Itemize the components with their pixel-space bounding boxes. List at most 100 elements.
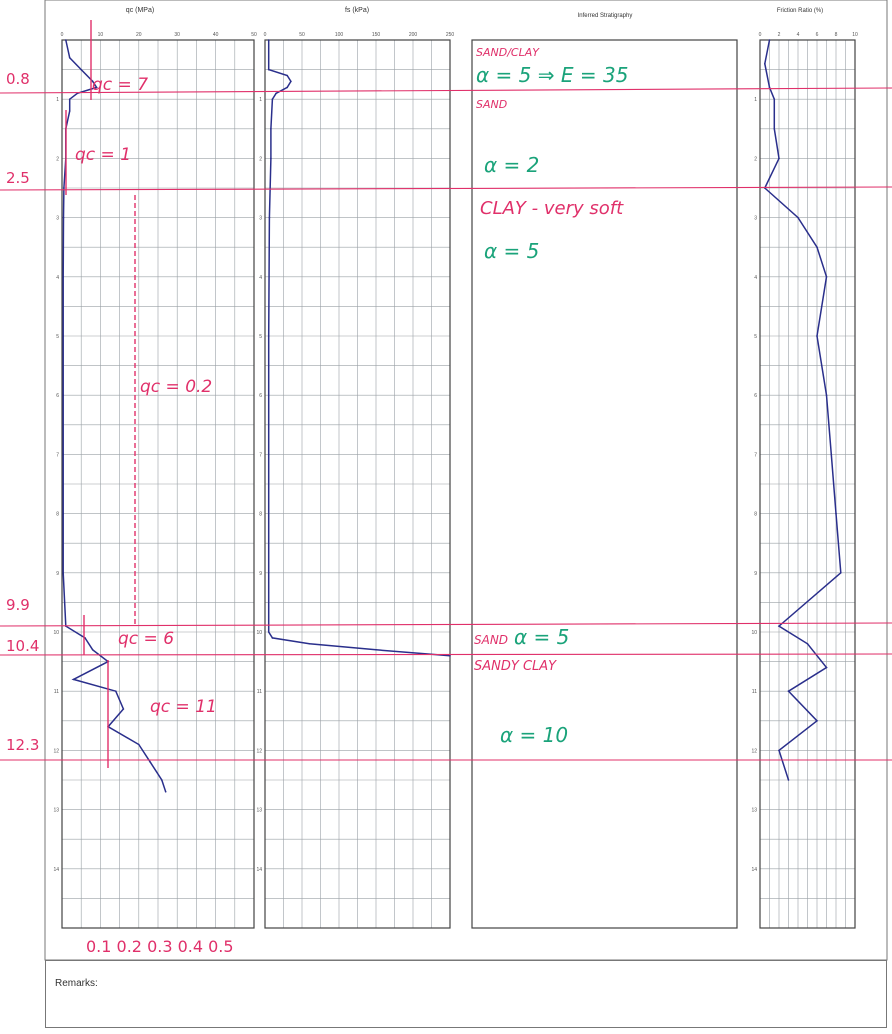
data-point — [65, 39, 67, 41]
x-tick-label: 0 — [759, 32, 762, 38]
data-point — [95, 86, 98, 89]
depth-tick-label: 11 — [752, 689, 757, 695]
strat-annotation: SAND/CLAY — [476, 46, 540, 59]
depth-tick-label: 11 — [257, 689, 262, 695]
x-tick-label: 10 — [98, 32, 104, 38]
data-point — [62, 394, 64, 397]
data-point — [122, 708, 125, 710]
data-point — [290, 80, 292, 83]
data-point — [787, 690, 790, 692]
data-point — [62, 572, 64, 574]
depth-tick-label: 4 — [754, 275, 757, 281]
layer-boundaries — [0, 87, 892, 761]
data-point — [68, 110, 71, 112]
data-point — [797, 216, 799, 219]
data-point — [267, 631, 270, 633]
x-tick-label: 150 — [372, 32, 381, 38]
chart-frame — [759, 39, 856, 929]
data-point — [286, 86, 289, 89]
data-point — [138, 743, 140, 746]
fs-panel-title: fs (kPa) — [345, 7, 369, 14]
depth-tick-label: 1 — [56, 97, 59, 103]
data-point — [62, 335, 64, 337]
depth-label: 10.4 — [6, 637, 39, 655]
depth-tick-label: 11 — [54, 689, 59, 695]
data-point — [768, 39, 771, 41]
data-point — [778, 157, 780, 160]
depth-tick-label: 12 — [53, 748, 59, 754]
data-point — [835, 512, 837, 515]
qc-annotation: qc = 6 — [118, 629, 174, 649]
x-tick-label: 100 — [335, 32, 344, 38]
depth-tick-label: 8 — [56, 512, 59, 518]
depth-tick-label: 5 — [56, 334, 59, 340]
series-line — [763, 39, 842, 781]
data-point — [773, 98, 776, 100]
qc-panel-title: qc (MPa) — [126, 7, 154, 14]
data-point — [773, 128, 776, 130]
depth-tick-label: 6 — [56, 393, 59, 399]
depth-label: 0.8 — [6, 70, 30, 88]
depth-tick-label: 13 — [53, 808, 59, 814]
data-point — [164, 791, 167, 793]
depth-tick-label: 14 — [751, 867, 757, 873]
x-tick-label: 200 — [409, 32, 418, 38]
boundary-line — [0, 653, 892, 656]
depth-label: 9.9 — [6, 596, 30, 614]
data-point — [62, 216, 65, 219]
depth-tick-label: 10 — [53, 630, 59, 636]
x-tick-label: 20 — [136, 32, 142, 38]
x-tick-label: 6 — [816, 32, 819, 38]
chart-frame — [61, 39, 255, 929]
depth-tick-label: 6 — [259, 393, 262, 399]
x-tick-label: 0 — [61, 32, 64, 38]
depth-tick-label: 9 — [56, 571, 59, 577]
data-point — [267, 453, 270, 456]
data-point — [62, 276, 64, 278]
strat-annotation: SAND — [474, 633, 508, 647]
data-point — [825, 666, 828, 669]
x-tick-label: 250 — [446, 32, 455, 38]
data-point — [115, 690, 117, 692]
strat-annotation: SAND — [476, 98, 507, 111]
data-point — [375, 649, 377, 651]
x-tick-label: 10 — [852, 32, 858, 38]
depth-tick-label: 12 — [751, 748, 757, 754]
strat-annotation: α = 10 — [500, 723, 568, 747]
data-point — [271, 98, 274, 100]
data-point — [778, 749, 780, 752]
depth-tick-label: 7 — [754, 452, 757, 458]
data-point — [825, 394, 828, 397]
depth-tick-label: 4 — [56, 275, 59, 281]
data-point — [286, 74, 289, 77]
data-point — [62, 453, 64, 456]
depth-tick-label: 12 — [256, 748, 262, 754]
x-tick-label: 8 — [835, 32, 838, 38]
series-line — [267, 40, 451, 657]
depth-tick-label: 10 — [751, 630, 757, 636]
depth-tick-label: 9 — [259, 571, 262, 577]
depth-tick-label: 4 — [259, 275, 262, 281]
fr-panel-title: Friction Ratio (%) — [777, 8, 823, 14]
depth-tick-label: 2 — [56, 156, 59, 162]
data-point — [267, 39, 270, 41]
stratigraphy-annotations: SAND/CLAY α = 5 ⇒ E = 35 SAND α = 2 CLAY… — [474, 46, 628, 747]
data-point — [806, 643, 809, 645]
remarks-label: Remarks: — [55, 978, 98, 989]
depth-tick-label: 9 — [754, 571, 757, 577]
x-tick-label: 0 — [264, 32, 267, 38]
depth-tick-label: 1 — [754, 97, 757, 103]
depth-tick-label: 14 — [53, 867, 59, 873]
strat-panel-title: Inferred Stratigraphy — [578, 13, 633, 19]
x-tick-label: 50 — [299, 32, 305, 38]
data-point — [91, 649, 94, 651]
depth-label: 12.3 — [6, 736, 39, 754]
x-tick-label: 30 — [174, 32, 180, 38]
data-point — [68, 98, 71, 100]
depth-tick-label: 8 — [259, 512, 262, 518]
depth-tick-label: 5 — [259, 334, 262, 340]
data-point — [80, 68, 82, 71]
